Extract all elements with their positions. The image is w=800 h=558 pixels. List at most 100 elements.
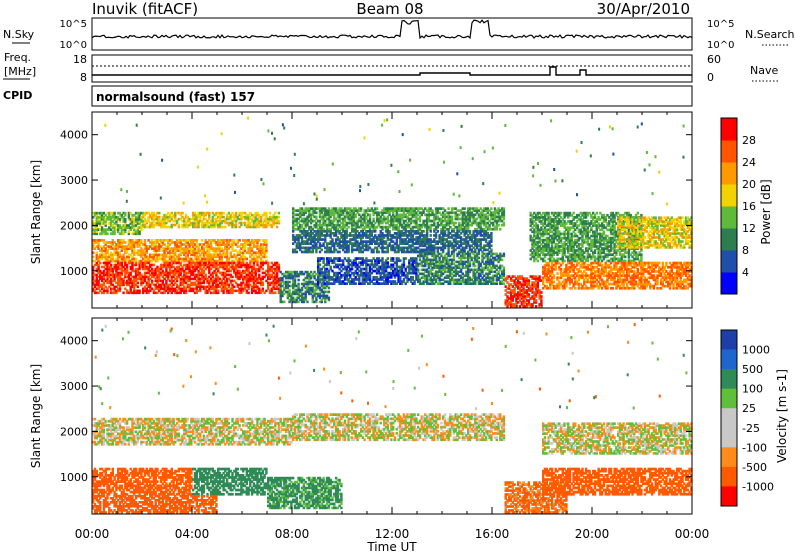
heatmap-cell: [399, 259, 401, 262]
heatmap-cell: [322, 257, 324, 260]
heatmap-cell: [278, 212, 280, 215]
heatmap-cell: [292, 230, 294, 233]
heatmap-cell: [265, 239, 267, 242]
nsky-tick-top: 10^5: [60, 19, 87, 30]
heatmap-cell: [346, 230, 348, 233]
heatmap-cell: [137, 282, 139, 285]
heatmap-cell: [369, 214, 371, 217]
heatmap-cell: [124, 212, 126, 215]
heatmap-cell: [455, 222, 457, 225]
heatmap-cell: [490, 244, 492, 247]
nave-tick-bottom: 0: [707, 71, 714, 84]
heatmap-cell: [392, 257, 394, 260]
freq-tick-top: 18: [73, 53, 87, 66]
heatmap-cell: [153, 264, 155, 267]
heatmap-cell: [110, 264, 112, 267]
heatmap-cell: [437, 230, 439, 233]
heatmap-cell: [387, 261, 389, 264]
heatmap-cell: [315, 216, 317, 219]
heatmap-cell: [297, 279, 299, 282]
heatmap-cell: [238, 239, 240, 242]
heatmap-cell: [121, 262, 123, 265]
heatmap-cell: [328, 297, 330, 300]
heatmap-cell: [274, 292, 276, 295]
heatmap-cell: [235, 212, 237, 215]
heatmap-cell: [249, 262, 251, 265]
heatmap-cell: [222, 212, 224, 215]
beam-title: Beam 08: [356, 0, 423, 18]
heatmap-cell: [283, 301, 285, 304]
heatmap-cell: [224, 226, 226, 229]
heatmap-cell: [233, 239, 235, 242]
heatmap-cell: [503, 207, 505, 210]
heatmap-cell: [374, 230, 376, 233]
heatmap-cell: [360, 207, 362, 210]
heatmap-cell: [265, 256, 267, 259]
heatmap-cell: [208, 212, 210, 215]
heatmap-cell: [330, 266, 332, 269]
heatmap-cell: [490, 207, 492, 210]
heatmap-cell: [376, 207, 378, 210]
heatmap-cell: [99, 262, 101, 265]
heatmap-cell: [138, 290, 140, 293]
heatmap-cell: [253, 262, 255, 265]
heatmap-cell: [469, 230, 471, 233]
heatmap-cell: [297, 283, 299, 286]
heatmap-cell: [387, 257, 389, 260]
heatmap-cell: [338, 251, 340, 254]
heatmap-cell: [205, 274, 207, 277]
heatmap-cell: [503, 222, 505, 225]
heatmap-cell: [158, 216, 160, 219]
heatmap-cell: [106, 232, 108, 235]
nsearch-tick-bottom: 10^0: [707, 40, 734, 51]
freq-label: Freq.: [4, 51, 31, 64]
nsky-panel: [92, 18, 692, 50]
heatmap-cell: [258, 274, 260, 277]
heatmap-cell: [247, 292, 249, 295]
nsearch-tick-top: 10^5: [707, 19, 734, 30]
freq-unit-label: [MHz]: [4, 65, 36, 78]
heatmap-cell: [447, 207, 449, 210]
heatmap-cell: [372, 218, 374, 221]
freq-tick-bottom: 8: [80, 71, 87, 84]
heatmap-cell: [430, 234, 432, 237]
heatmap-cell: [258, 239, 260, 242]
heatmap-cell: [151, 280, 153, 283]
heatmap-cell: [196, 239, 198, 242]
heatmap-cell: [274, 212, 276, 215]
heatmap-cell: [431, 209, 433, 212]
nsearch-label: N.Search: [745, 28, 795, 41]
heatmap-cell: [124, 218, 126, 221]
heatmap-cell: [278, 264, 280, 267]
heatmap-cell: [422, 230, 424, 233]
heatmap-cell: [288, 289, 290, 292]
freq-panel: [92, 55, 692, 82]
nsky-tick-bottom: 10^0: [60, 40, 87, 51]
heatmap-cell: [328, 291, 330, 294]
heatmap-cell: [262, 288, 264, 291]
heatmap-cell: [262, 282, 264, 285]
heatmap-cell: [262, 268, 264, 271]
heatmap-cell: [269, 212, 271, 215]
heatmap-cell: [490, 249, 492, 252]
nave-tick-top: 60: [707, 53, 721, 66]
heatmap-cell: [315, 211, 317, 214]
date-title: 30/Apr/2010: [597, 0, 690, 18]
heatmap-cell: [331, 238, 333, 241]
heatmap-cell: [178, 224, 180, 227]
heatmap-cell: [355, 282, 357, 285]
heatmap-cell: [306, 301, 308, 304]
heatmap-cell: [233, 286, 235, 289]
heatmap-cell: [124, 241, 126, 244]
heatmap-cell: [278, 220, 280, 223]
heatmap-cell: [276, 226, 278, 229]
heatmap-cell: [296, 251, 298, 254]
heatmap-cell: [497, 224, 499, 227]
heatmap-cell: [381, 257, 383, 260]
heatmap-cell: [144, 239, 146, 242]
heatmap-cell: [319, 264, 321, 267]
cpid-text: normalsound (fast) 157: [96, 90, 255, 104]
heatmap-cell: [388, 230, 390, 233]
